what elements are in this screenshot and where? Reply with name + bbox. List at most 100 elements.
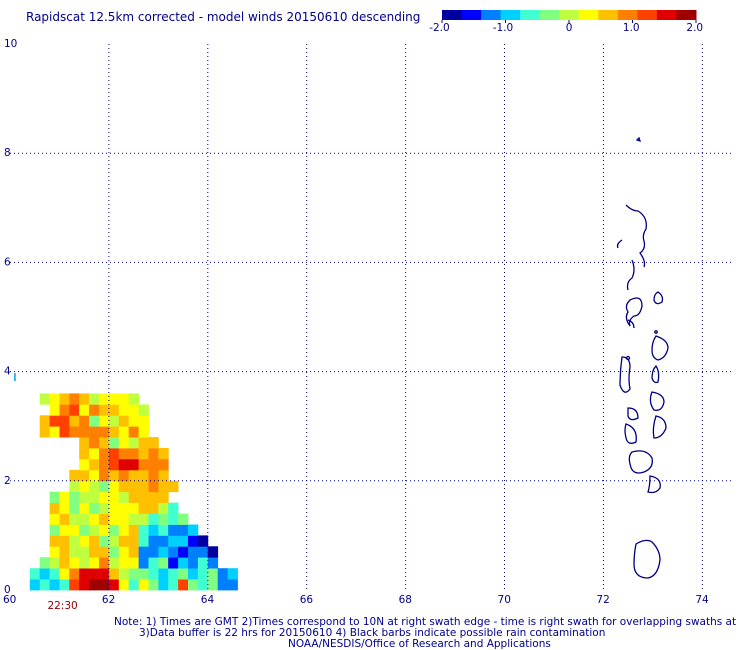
data-cell [49,546,60,558]
data-cell [158,535,169,547]
data-cell [138,546,149,558]
data-cell [59,557,70,569]
data-cell [69,557,80,569]
y-tick-label: 0 [4,584,11,596]
data-cell [178,513,189,525]
data-cell [89,448,100,460]
data-cell [69,393,80,405]
colorbar: -2.0 -1.0 0 1.0 2.0 [429,10,703,34]
data-cell [168,546,179,558]
data-cell [138,426,149,438]
colorbar-swatch [461,10,482,20]
data-cell [49,426,60,438]
data-cell [128,546,139,558]
data-cell [89,557,100,569]
data-cell [118,557,130,569]
data-cell [207,568,219,580]
data-cell [69,579,80,591]
colorbar-swatch [559,10,580,20]
data-cell [118,513,130,525]
colorbar-swatch [481,10,502,20]
data-cell [89,437,100,449]
data-cell [207,579,219,591]
data-cell [108,535,120,547]
data-cell [227,568,238,580]
data-cell [128,579,139,591]
data-cell [49,404,60,416]
data-cell [69,513,80,525]
data-cell [118,459,130,471]
data-cell [118,579,130,591]
data-cell [59,579,70,591]
data-cell [128,491,139,503]
colorbar-swatch [637,10,658,20]
data-cell [79,393,90,405]
data-cell [108,448,120,460]
data-cell [128,426,139,438]
data-cell [138,557,149,569]
colorbar-swatch [598,10,619,20]
data-cell [118,437,130,449]
data-cell [188,568,199,580]
data-cell [99,480,110,493]
data-cell [49,393,60,405]
data-cell [138,524,149,536]
data-cell [158,469,169,482]
data-cell [99,459,110,471]
data-cell [59,524,70,536]
data-cell [168,480,179,493]
data-cell [128,469,139,482]
data-cell [138,437,149,449]
data-cell [178,568,189,580]
data-cell [59,535,70,547]
data-cell [89,579,100,591]
data-cell [158,491,169,503]
data-cell [29,568,41,580]
data-cell [59,404,70,416]
data-cell [188,524,199,536]
y-tick-label: 2 [4,475,11,487]
data-cell [128,568,139,580]
data-cell [69,568,80,580]
data-cell [138,535,149,547]
data-cell [69,535,80,547]
data-cell [118,393,130,405]
data-cell [89,469,100,482]
data-cell [108,557,120,569]
data-cell [39,393,50,405]
data-cell [99,437,110,449]
data-cell [79,480,90,493]
data-cell [197,546,209,558]
data-cell [118,469,130,482]
maldives-coastline [616,136,669,579]
data-cell [158,557,169,569]
data-cell [79,546,90,558]
data-cell [128,393,139,405]
colorbar-swatch [442,10,462,20]
data-cell [79,469,90,482]
data-cell [188,557,199,569]
colorbar-swatch [656,10,677,20]
colorbar-tick-label: 0 [566,22,573,34]
data-cell [128,557,139,569]
data-cell [217,579,228,591]
data-cell [128,535,139,547]
gridlines [10,44,732,590]
data-cell [89,426,100,438]
data-cell [49,415,60,427]
data-cell [89,415,100,427]
data-cell [118,568,130,580]
data-cell [39,557,50,569]
data-cell [99,568,110,580]
data-cell [69,415,80,427]
data-cell [79,579,90,591]
data-cell [99,502,110,514]
data-cell [89,404,100,416]
data-cell [148,459,159,471]
data-cell [118,535,130,547]
data-cell [118,415,130,427]
data-cell [188,535,199,547]
data-cell [59,491,70,503]
data-cell [29,579,41,591]
